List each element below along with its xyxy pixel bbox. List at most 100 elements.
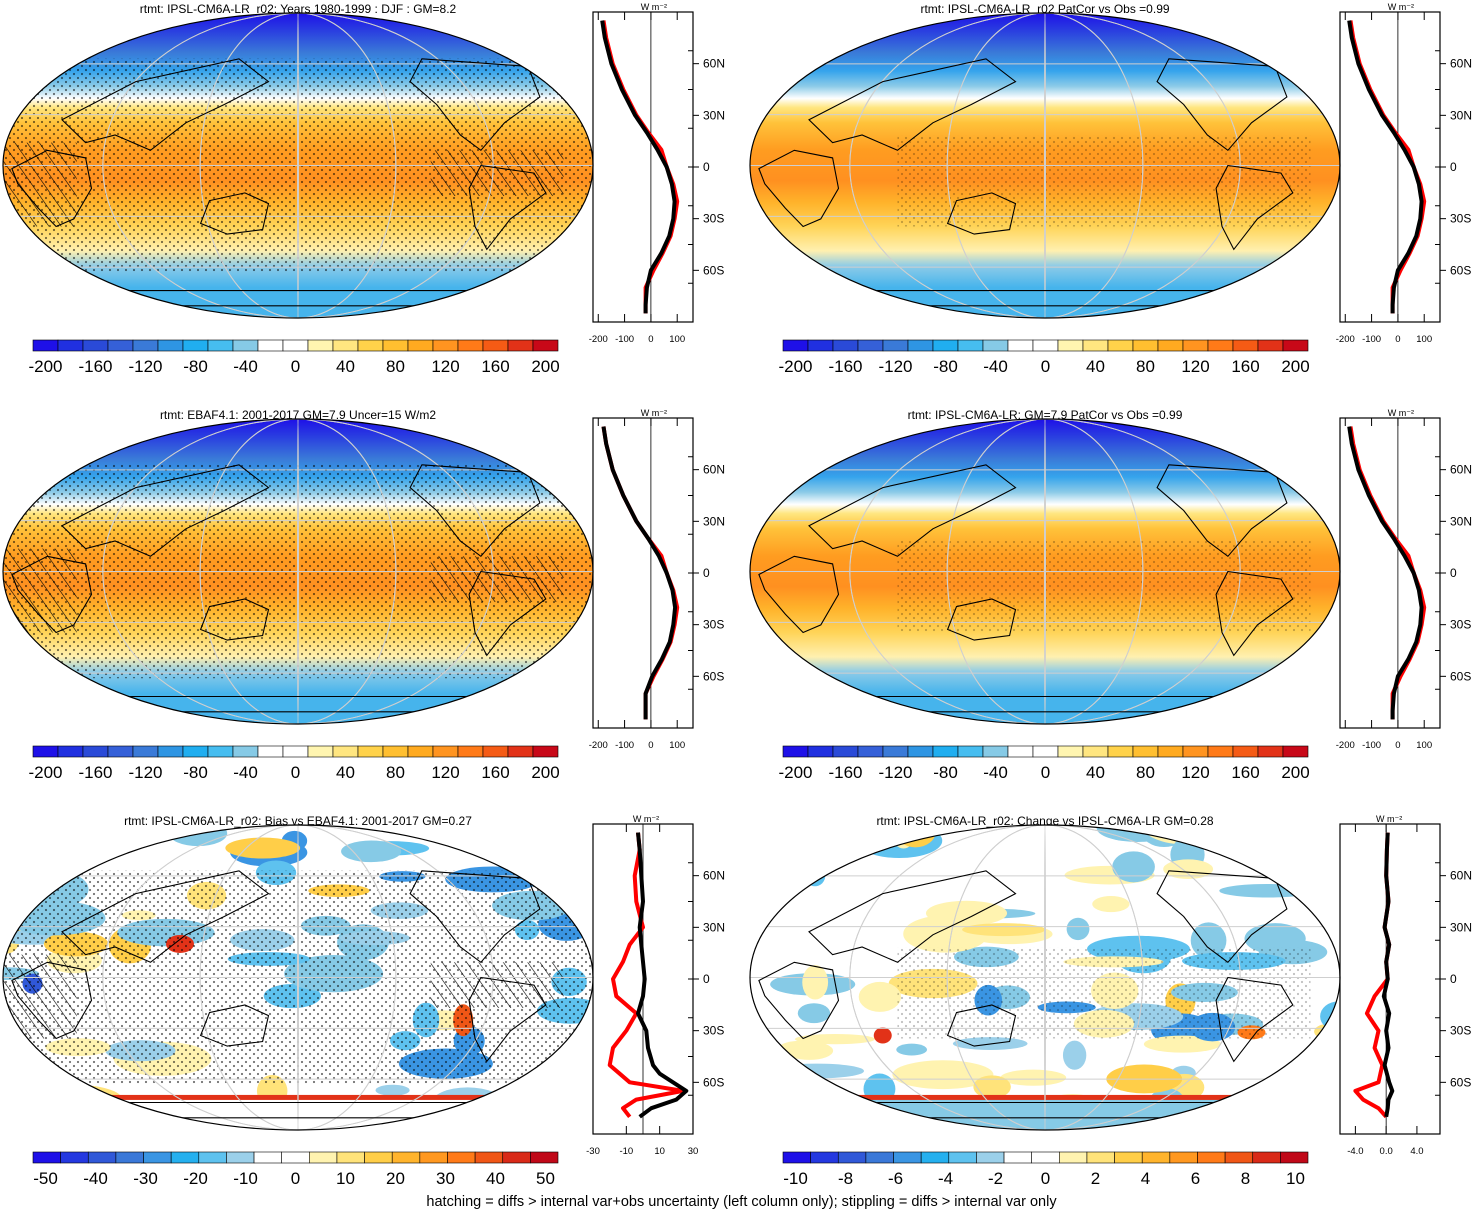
coastline (468, 976, 547, 1063)
colorbar-swatch (207, 339, 234, 352)
colorbar-swatch (1082, 745, 1109, 758)
colorbar-label: -80 (183, 357, 208, 376)
colorbar-swatch (932, 745, 959, 758)
coastline (199, 598, 270, 641)
colorbar-label: 0 (291, 1169, 300, 1188)
colorbar-swatch (1182, 745, 1209, 758)
colorbar-label: 40 (336, 763, 355, 782)
colorbar-label: 2 (1091, 1169, 1100, 1188)
zonal-unit: W m⁻² (1388, 408, 1414, 418)
colorbar-label: 200 (531, 357, 559, 376)
zonal-x-label: -200 (589, 740, 608, 751)
colorbar-swatch (87, 1151, 117, 1164)
colorbar-label: -10 (233, 1169, 258, 1188)
colorbar-swatch (382, 745, 409, 758)
coastline (808, 58, 1017, 151)
colorbar-swatch (474, 1151, 504, 1164)
zonal-lat-label: 30N (1450, 108, 1472, 122)
stippling (897, 135, 1311, 227)
colorbar-label: 6 (1191, 1169, 1200, 1188)
zonal-lat-label: 0 (703, 566, 710, 580)
colorbar-swatch (907, 339, 934, 352)
map-anomaly (1000, 1069, 1067, 1086)
colorbar-label: -8 (838, 1169, 853, 1188)
coastline (1215, 164, 1294, 251)
colorbar-swatch (482, 339, 509, 352)
zonal-x-label: -100 (1362, 740, 1381, 751)
colorbar-label: 40 (486, 1169, 505, 1188)
colorbar-swatch (107, 745, 134, 758)
graticule-lon (199, 825, 397, 1130)
zonal-x-label: 100 (669, 334, 685, 345)
colorbar-swatch (182, 745, 209, 758)
colorbar-label: 80 (386, 357, 405, 376)
zonal-x-label: 0 (648, 740, 653, 751)
colorbar-swatch (57, 339, 84, 352)
colorbar-swatch (1282, 745, 1309, 758)
zonal-x-label: -200 (1336, 334, 1355, 345)
colorbar-swatch (982, 745, 1009, 758)
colorbar-swatch (1059, 1151, 1088, 1164)
colorbar-swatch (419, 1151, 448, 1164)
map-anomaly (873, 1027, 892, 1044)
colorbar-label: -50 (33, 1169, 58, 1188)
footnote: hatching = diffs > internal var+obs unce… (426, 1194, 1057, 1210)
zonal-lat-label: 30S (703, 1024, 724, 1038)
colorbar-swatch (232, 339, 259, 352)
hatching (430, 556, 564, 602)
colorbar-label: 160 (1231, 763, 1259, 782)
colorbar-label: 160 (481, 763, 509, 782)
colorbar-swatch (207, 745, 234, 758)
colorbar-swatch (253, 1151, 282, 1164)
colorbar-swatch (782, 1151, 811, 1164)
graticule-lon (1044, 825, 1046, 1130)
colorbar-swatch (1232, 745, 1259, 758)
map-anomaly (5, 825, 97, 839)
zonal-obs-line (607, 832, 685, 1119)
colorbar-swatch (976, 1151, 1005, 1164)
zonal-x-label: -200 (589, 334, 608, 345)
colorbar-swatch (1057, 745, 1084, 758)
colorbar-swatch (1252, 1151, 1281, 1164)
colorbar-label: 10 (336, 1169, 355, 1188)
colorbar-label: -10 (783, 1169, 808, 1188)
colorbar-swatch (32, 339, 59, 352)
colorbar-swatch (957, 339, 984, 352)
zonal-x-label: -200 (1336, 740, 1355, 751)
colorbar-swatch (932, 339, 959, 352)
colorbar-label: 8 (1241, 1169, 1250, 1188)
colorbar-swatch (332, 745, 359, 758)
hatching (430, 962, 564, 1008)
colorbar-swatch (907, 745, 934, 758)
map-anomaly (1320, 1001, 1340, 1032)
graticule-lon (199, 13, 397, 318)
colorbar-swatch (226, 1151, 255, 1164)
zonal-lat-label: 0 (703, 972, 710, 986)
colorbar-label: -200 (28, 357, 62, 376)
zonal-lat-label: 30N (703, 108, 725, 122)
colorbar-label: 120 (1181, 357, 1209, 376)
colorbar-swatch (282, 745, 309, 758)
colorbar-swatch (882, 745, 909, 758)
colorbar-swatch (1086, 1151, 1115, 1164)
colorbar-swatch (391, 1151, 421, 1164)
panel-c: rtmt: EBAF4.1: 2001-2017 GM=7.9 Uncer=15… (2, 408, 725, 782)
colorbar-swatch (447, 1151, 476, 1164)
zonal-lat-label: 0 (1450, 160, 1457, 174)
colorbar-label: -120 (878, 357, 912, 376)
map-anomaly (973, 1075, 1011, 1099)
coastline (758, 961, 840, 1040)
stippling (897, 947, 1311, 1039)
colorbar-swatch (115, 1151, 144, 1164)
zonal-lat-label: 60S (1450, 669, 1471, 683)
graticule-lon (297, 13, 299, 318)
zonal-lat-label: 60N (1450, 57, 1472, 71)
colorbar-label: 30 (436, 1169, 455, 1188)
zonal-x-label: 4.0 (1410, 1146, 1423, 1157)
colorbar-label: 200 (531, 763, 559, 782)
map-anomaly (797, 1003, 831, 1024)
map-anomaly (1290, 1085, 1340, 1103)
zonal-lat-label: 60S (703, 1075, 724, 1089)
zonal-model-line (1381, 832, 1395, 1118)
colorbar-label: 200 (1281, 763, 1309, 782)
